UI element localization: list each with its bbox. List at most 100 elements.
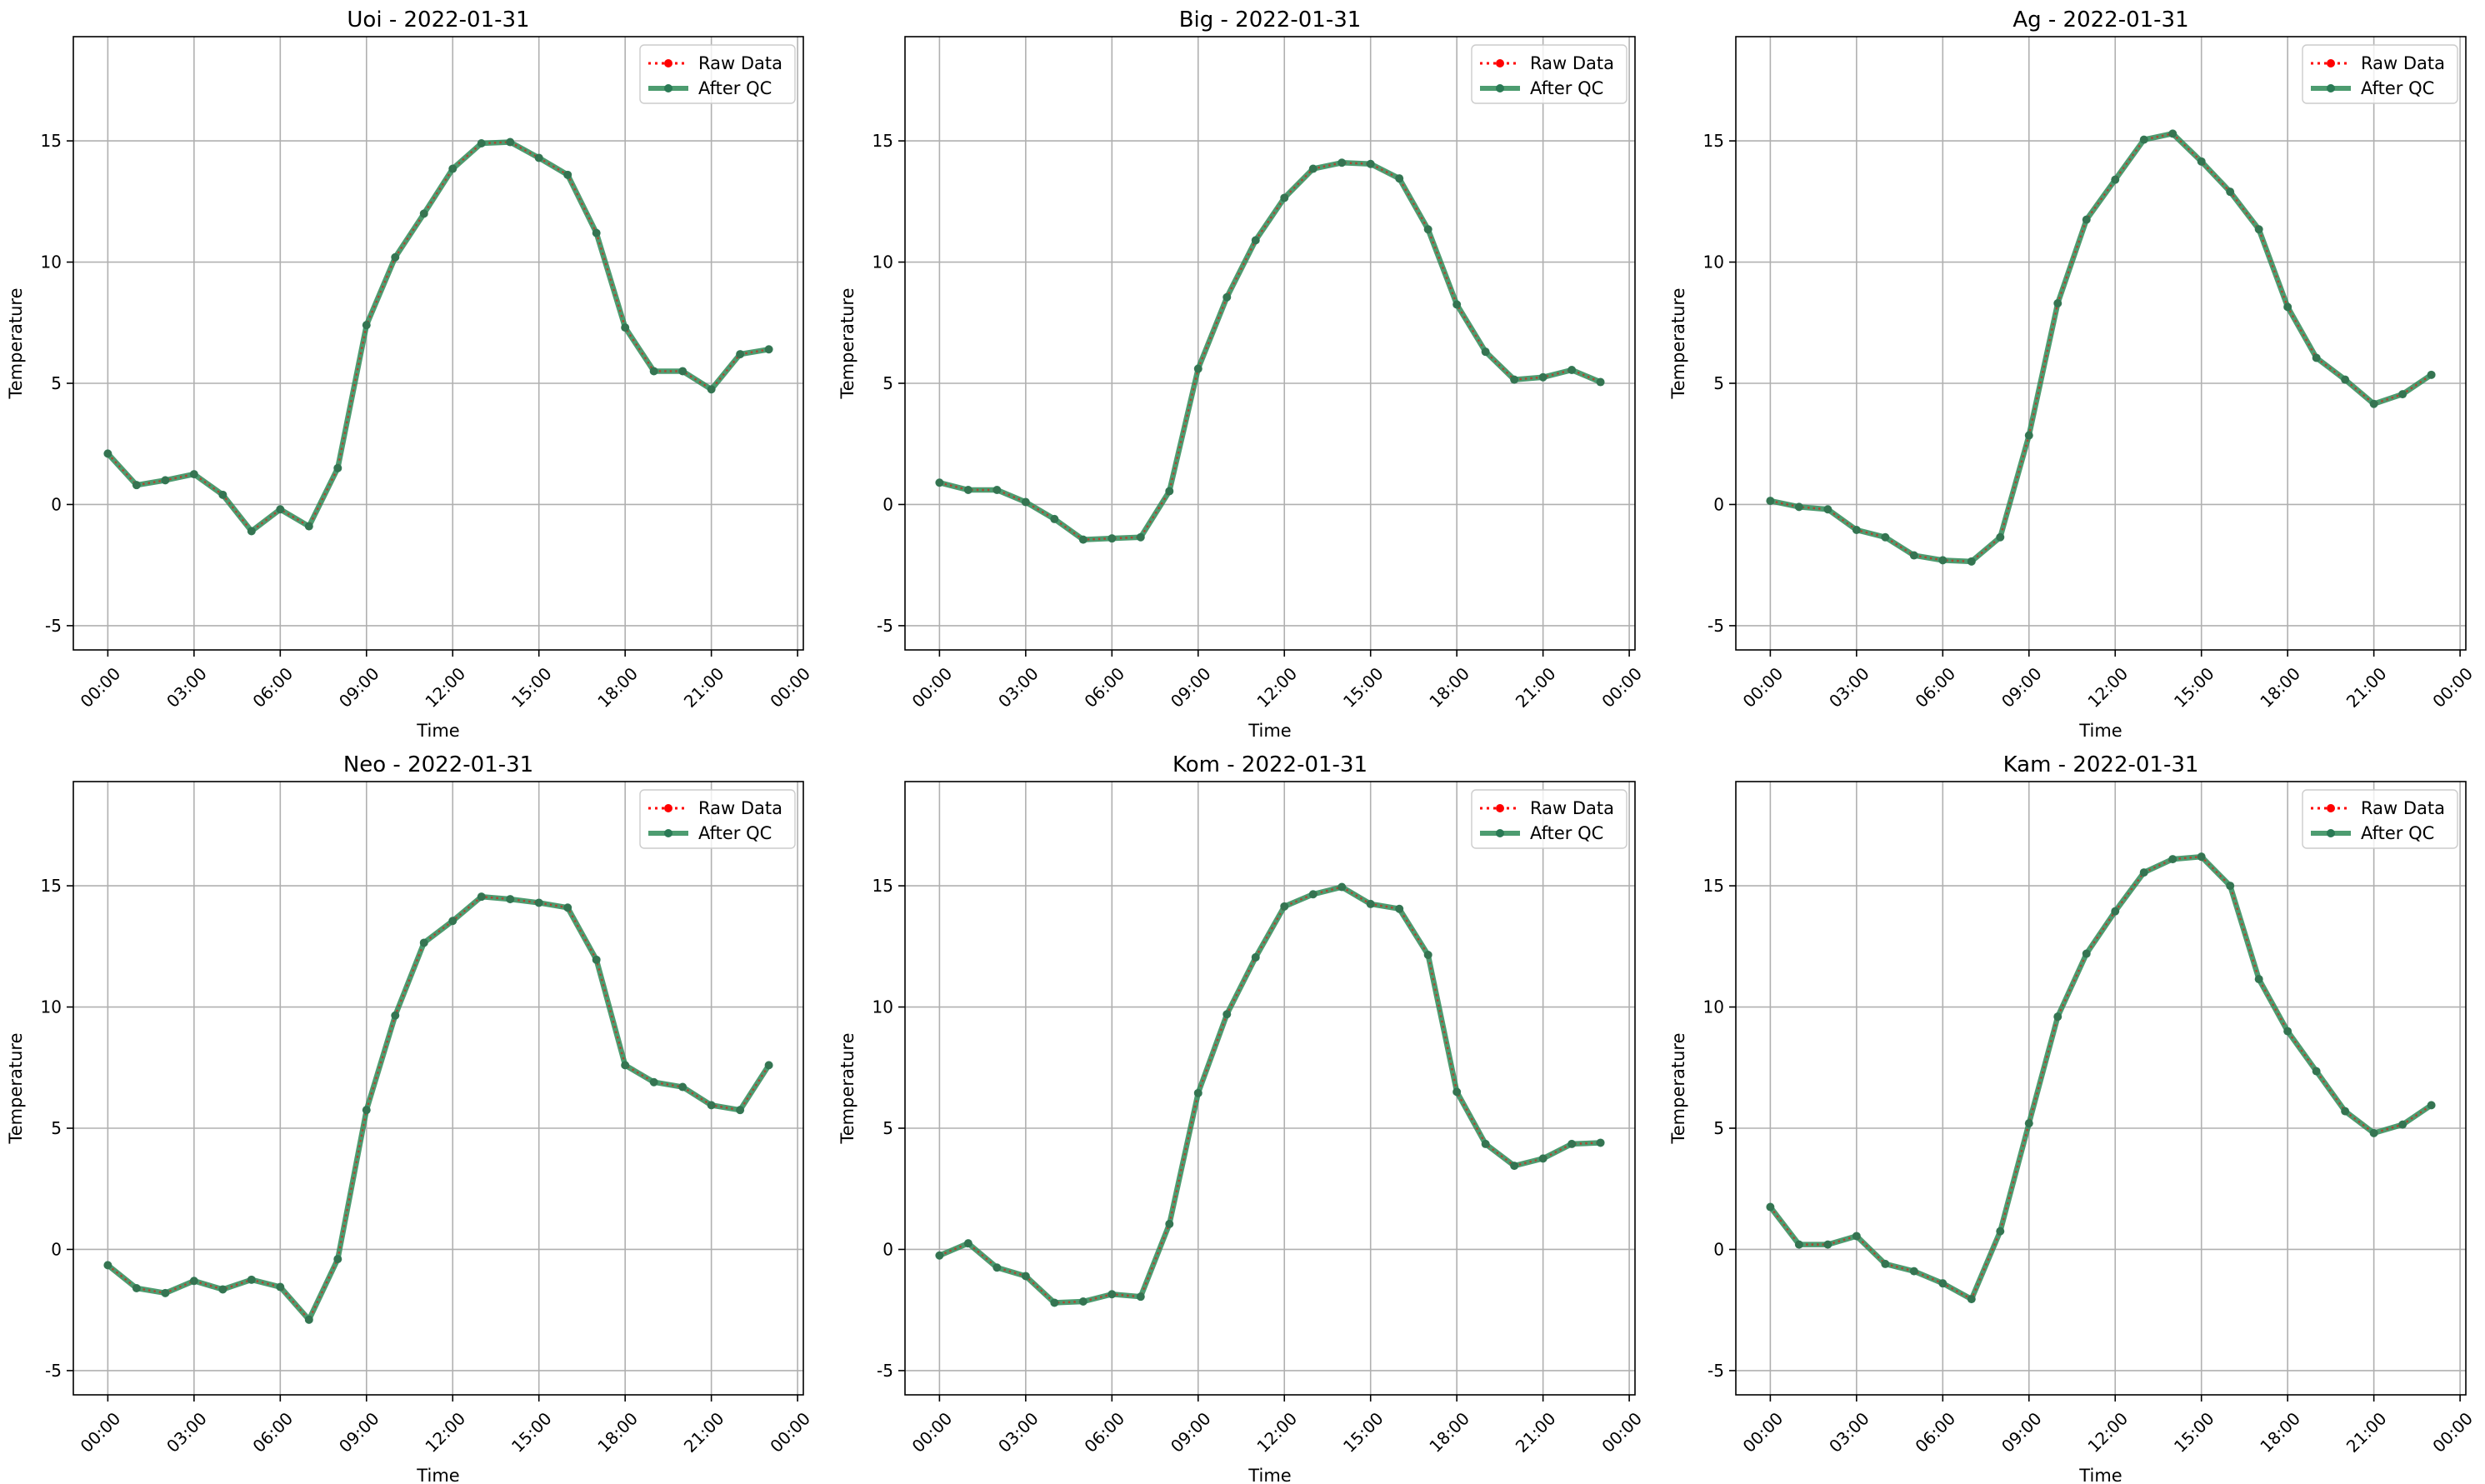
x-tick-label: 18:00 (593, 663, 642, 712)
point-after-qc (448, 917, 458, 926)
x-tick-label: 06:00 (1912, 663, 1960, 712)
y-tick-label: 15 (41, 876, 62, 896)
point-after-qc (649, 1077, 658, 1087)
legend-label-after-qc: After QC (2361, 823, 2434, 843)
point-after-qc (2024, 431, 2033, 440)
point-after-qc (1021, 497, 1030, 507)
point-after-qc (2139, 868, 2148, 877)
point-after-qc (362, 321, 371, 330)
x-tick-label: 00:00 (1598, 1408, 1646, 1457)
point-after-qc (276, 1282, 285, 1292)
point-after-qc (678, 367, 688, 376)
y-tick-label: 0 (882, 494, 893, 514)
point-after-qc (1193, 1088, 1202, 1097)
point-after-qc (2312, 353, 2321, 362)
x-tick-label: 18:00 (2256, 1408, 2304, 1457)
point-after-qc (1538, 372, 1548, 382)
point-after-qc (1021, 1272, 1030, 1281)
series-line-after-qc (938, 160, 1602, 542)
x-tick-label: 03:00 (162, 1408, 211, 1457)
x-tick-label: 00:00 (1739, 1408, 1788, 1457)
axes-frame (72, 36, 804, 651)
legend: Raw Data After QC (639, 44, 796, 104)
legend: Raw Data After QC (1471, 44, 1628, 104)
x-tick-label: 18:00 (1425, 1408, 1473, 1457)
y-tick-label: 0 (51, 494, 62, 514)
point-after-qc (1280, 193, 1289, 202)
legend-label-raw-data: Raw Data (1530, 798, 1614, 818)
legend-marker-after-qc (1496, 829, 1504, 837)
x-tick-label: 06:00 (1081, 663, 1129, 712)
point-after-qc (1938, 556, 1948, 565)
y-tick-label: 5 (882, 373, 893, 393)
x-tick-label: 00:00 (2428, 1408, 2477, 1457)
point-after-qc (304, 1315, 313, 1324)
point-after-qc (132, 481, 141, 490)
x-tick-label: 21:00 (1512, 1408, 1560, 1457)
point-after-qc (1452, 300, 1462, 309)
x-tick-label: 00:00 (1739, 663, 1788, 712)
point-after-qc (2369, 399, 2378, 408)
point-after-qc (1568, 366, 1577, 374)
point-after-qc (534, 153, 543, 162)
point-after-qc (2427, 1101, 2436, 1110)
y-tick-label: -5 (877, 1361, 893, 1381)
point-after-qc (2254, 975, 2263, 984)
point-after-qc (764, 345, 773, 354)
x-tick-label: 12:00 (1252, 1408, 1301, 1457)
point-after-qc (1366, 159, 1375, 168)
x-tick-label: 06:00 (249, 663, 298, 712)
y-tick-label: 5 (51, 1118, 62, 1138)
x-tick-label: 21:00 (680, 663, 728, 712)
point-after-qc (362, 1106, 371, 1115)
point-after-qc (448, 164, 458, 173)
point-after-qc (1366, 899, 1375, 908)
point-after-qc (1794, 1240, 1803, 1249)
legend-marker-after-qc (2327, 84, 2335, 92)
legend: Raw Data After QC (2302, 44, 2458, 104)
point-after-qc (391, 252, 400, 262)
subplot-title: Ag - 2022-01-31 (2012, 7, 2188, 32)
x-tick-label: 18:00 (2256, 663, 2304, 712)
legend-marker-raw-data (1496, 804, 1504, 812)
y-tick-label: 10 (1703, 997, 1724, 1017)
point-after-qc (2226, 187, 2235, 197)
series-line-raw-data (938, 886, 1601, 1304)
series-line-raw-data (107, 895, 770, 1322)
point-after-qc (2398, 390, 2408, 399)
x-tick-label: 12:00 (1252, 663, 1301, 712)
x-tick-label: 00:00 (766, 663, 814, 712)
x-tick-label: 03:00 (994, 1408, 1042, 1457)
point-after-qc (1766, 1202, 1775, 1212)
x-tick-label: 06:00 (1912, 1408, 1960, 1457)
point-after-qc (276, 505, 285, 514)
point-after-qc (678, 1082, 688, 1092)
y-axis-label: Temperature (1668, 1032, 1688, 1144)
x-tick-label: 00:00 (77, 1408, 125, 1457)
plot-area (73, 782, 803, 1395)
point-after-qc (1823, 1240, 1832, 1249)
legend: Raw Data After QC (1471, 789, 1628, 849)
y-axis-label: Temperature (838, 1032, 858, 1144)
x-tick-label: 21:00 (1512, 663, 1560, 712)
x-tick-label: 03:00 (994, 663, 1042, 712)
legend-marker-raw-data (2327, 59, 2335, 67)
point-after-qc (1909, 551, 1918, 560)
point-after-qc (419, 209, 428, 218)
y-tick-label: -5 (877, 616, 893, 636)
legend-label-after-qc: After QC (1530, 78, 1603, 98)
point-after-qc (1078, 1297, 1088, 1306)
subplot: 00:00 03:00 06:00 09:00 12:00 15:00 18:00 21:00… (6, 752, 814, 1484)
point-after-qc (534, 898, 543, 907)
y-axis-label: Temperature (838, 287, 858, 399)
point-after-qc (736, 350, 745, 359)
x-tick-label: 06:00 (249, 1408, 298, 1457)
subplot-title: Kom - 2022-01-31 (1172, 752, 1368, 777)
y-tick-label: 10 (1703, 252, 1724, 272)
x-tick-label: 15:00 (2170, 1408, 2218, 1457)
point-after-qc (992, 1263, 1002, 1272)
point-after-qc (1395, 174, 1404, 183)
y-tick-label: 15 (41, 131, 62, 151)
point-after-qc (1510, 1162, 1519, 1171)
legend-label-raw-data: Raw Data (698, 798, 782, 818)
